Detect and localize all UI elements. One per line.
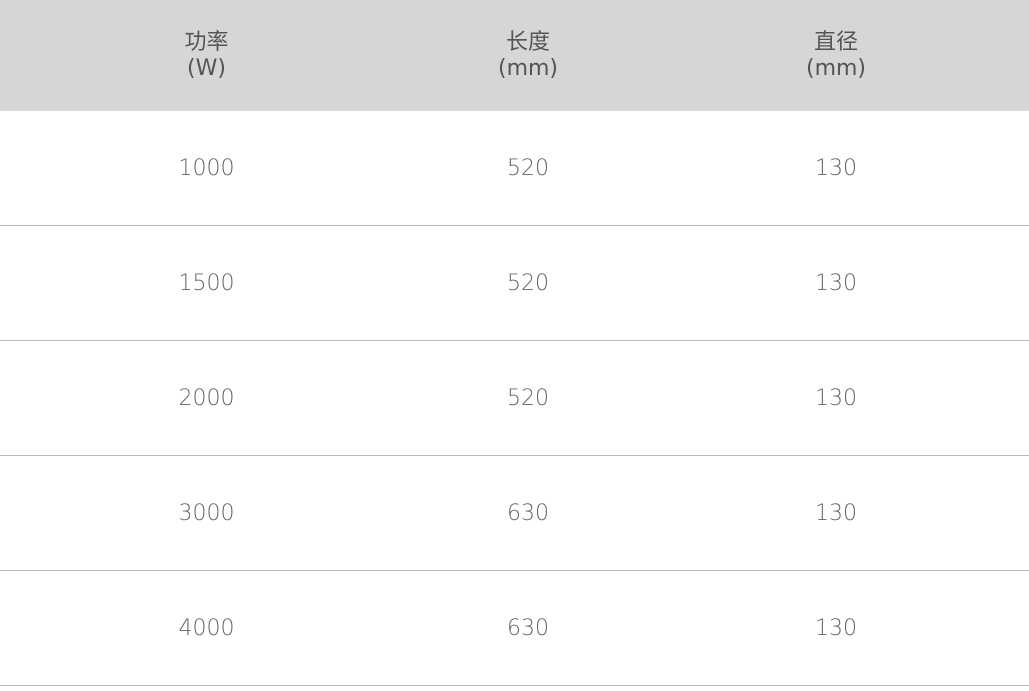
header-unit: (W) — [187, 55, 226, 81]
table-cell: 130 — [643, 340, 1029, 456]
header-unit: (mm) — [497, 55, 559, 81]
table-row: 1000 520 130 — [0, 111, 1029, 226]
table-row: 1500 520 130 — [0, 225, 1029, 341]
table-cell: 520 — [413, 340, 643, 456]
table-cell: 1000 — [0, 111, 413, 226]
table-cell: 3000 — [0, 455, 413, 571]
table-row: 2000 520 130 — [0, 340, 1029, 456]
table-cell: 130 — [643, 455, 1029, 571]
table-cell: 130 — [643, 225, 1029, 341]
header-unit: (mm) — [805, 55, 867, 81]
header-label: 直径 — [813, 29, 858, 55]
table-cell: 630 — [413, 455, 643, 571]
table-cell: 130 — [643, 570, 1029, 686]
header-label: 功率 — [184, 29, 229, 55]
table-cell: 630 — [413, 570, 643, 686]
table-cell: 130 — [643, 111, 1029, 226]
table-cell: 2000 — [0, 340, 413, 456]
table-cell: 1500 — [0, 225, 413, 341]
table-row: 4000 630 130 — [0, 570, 1029, 686]
header-power: 功率 (W) — [0, 0, 413, 111]
header-length: 长度 (mm) — [413, 0, 643, 111]
header-diameter: 直径 (mm) — [643, 0, 1029, 111]
table-cell: 4000 — [0, 570, 413, 686]
header-label: 长度 — [505, 29, 550, 55]
table-cell: 520 — [413, 225, 643, 341]
header-row: 功率 (W) 长度 (mm) 直径 (mm) — [0, 0, 1029, 111]
table-cell: 520 — [413, 111, 643, 226]
table-row: 3000 630 130 — [0, 455, 1029, 571]
